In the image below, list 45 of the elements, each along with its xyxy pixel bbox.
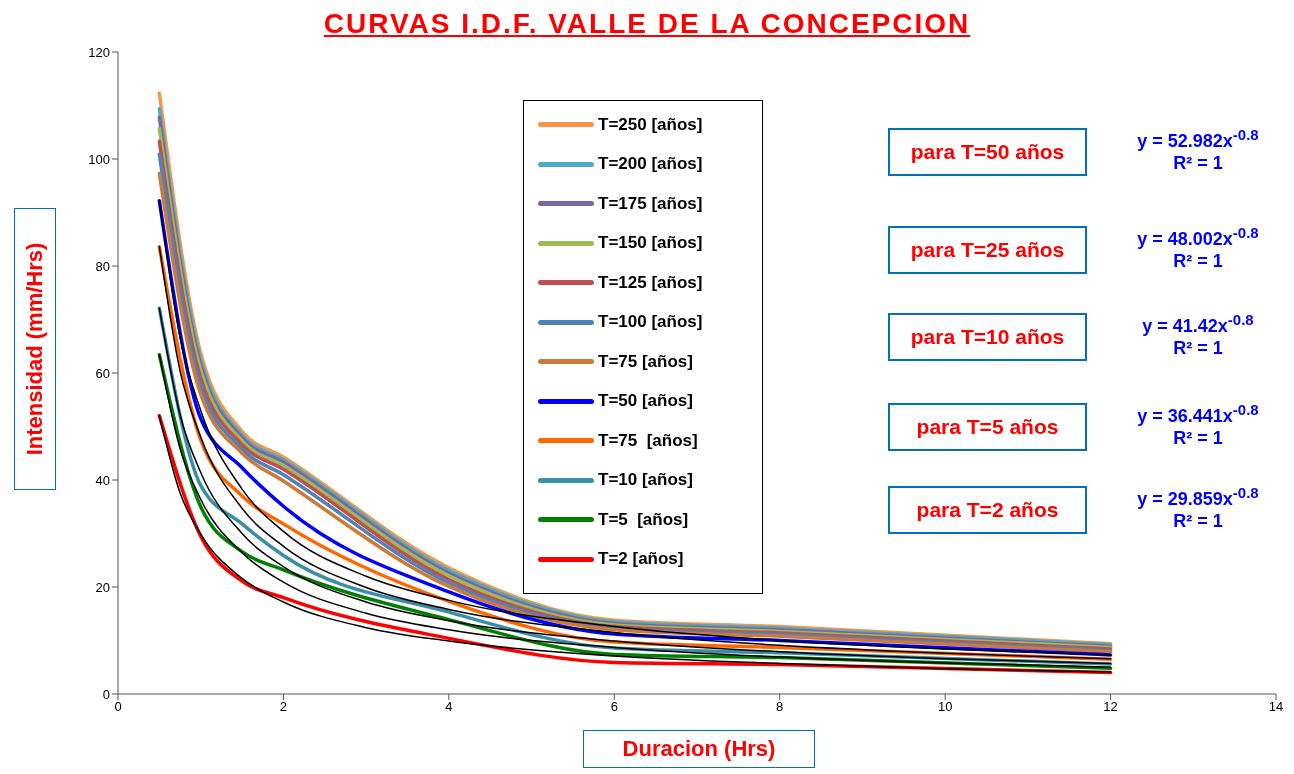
y-tick-label: 0 bbox=[102, 686, 110, 702]
annotation: para T=25 años bbox=[888, 226, 1087, 274]
legend-label: T=250 [años] bbox=[598, 114, 703, 135]
x-tick-label: 14 bbox=[1268, 699, 1284, 715]
legend-label: T=100 [años] bbox=[598, 312, 703, 333]
annotation: R² = 1 bbox=[1172, 510, 1224, 532]
x-tick-label: 2 bbox=[279, 699, 288, 715]
legend-label: T=5 [años] bbox=[598, 509, 689, 530]
x-tick-label: 4 bbox=[445, 699, 453, 715]
legend-label: T=75 [años] bbox=[598, 351, 693, 372]
legend-label: T=125 [años] bbox=[598, 272, 703, 293]
annotation: y = 52.982x$^{-0.8}$ bbox=[1136, 125, 1260, 152]
legend-label: T=175 [años] bbox=[598, 193, 703, 214]
legend-label: T=50 [años] bbox=[598, 391, 693, 412]
legend-label: T=150 [años] bbox=[598, 233, 703, 254]
legend-label: T=10 [años] bbox=[598, 470, 693, 491]
annotation: R² = 1 bbox=[1172, 250, 1224, 272]
y-tick-label: 60 bbox=[95, 365, 110, 381]
y-axis-title: Intensidad (mm/Hrs) bbox=[22, 242, 48, 456]
x-tick-label: 12 bbox=[1103, 699, 1118, 715]
legend-label: T=2 [años] bbox=[598, 549, 684, 570]
annotation: R² = 1 bbox=[1172, 427, 1224, 449]
y-tick-label: 120 bbox=[88, 44, 110, 60]
y-tick-label: 80 bbox=[95, 258, 110, 274]
y-tick-label: 40 bbox=[95, 472, 110, 488]
x-tick-label: 0 bbox=[114, 699, 122, 715]
annotation: para T=5 años bbox=[888, 403, 1087, 451]
annotation: para T=2 años bbox=[888, 486, 1087, 534]
annotation: y = 41.42x$^{-0.8}$ bbox=[1141, 310, 1255, 337]
legend-label: T=75 [años] bbox=[598, 430, 698, 451]
y-tick-label: 20 bbox=[95, 579, 110, 595]
annotation: y = 36.441x$^{-0.8}$ bbox=[1136, 400, 1260, 427]
annotation: R² = 1 bbox=[1172, 152, 1224, 174]
y-tick-label: 100 bbox=[88, 151, 110, 167]
chart-title: CURVAS I.D.F. VALLE DE LA CONCEPCION bbox=[323, 8, 971, 39]
x-tick-label: 8 bbox=[776, 699, 784, 715]
annotation: y = 48.002x$^{-0.8}$ bbox=[1136, 223, 1260, 250]
annotation: para T=10 años bbox=[888, 313, 1087, 361]
x-axis-title: Duracion (Hrs) bbox=[583, 730, 815, 768]
annotation: R² = 1 bbox=[1172, 337, 1224, 359]
x-tick-label: 10 bbox=[937, 699, 953, 715]
legend-label: T=200 [años] bbox=[598, 154, 703, 175]
annotation: y = 29.859x$^{-0.8}$ bbox=[1136, 483, 1260, 510]
x-tick-label: 6 bbox=[610, 699, 618, 715]
annotation: para T=50 años bbox=[888, 128, 1087, 176]
